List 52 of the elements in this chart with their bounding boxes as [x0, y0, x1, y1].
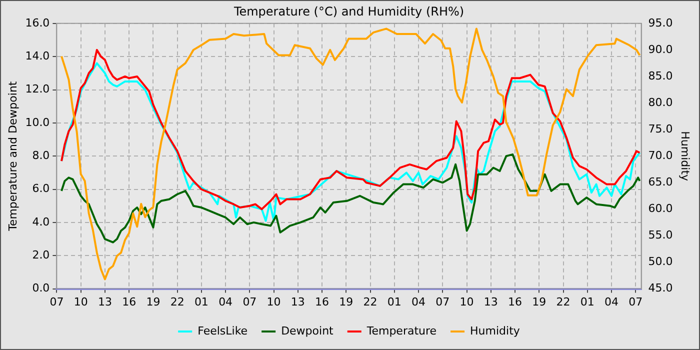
legend-label: Temperature — [366, 324, 437, 338]
x-tick-label: 13 — [290, 295, 305, 308]
x-tick-label: 13 — [98, 295, 112, 308]
y-tick-label: 16.0 — [25, 16, 50, 30]
chart-title: Temperature (°C) and Humidity (RH%) — [232, 4, 464, 18]
x-tick-label: 01 — [194, 295, 208, 308]
legend-label: Humidity — [470, 324, 520, 338]
x-tick-label: 01 — [580, 295, 594, 308]
y-tick-label: 4.0 — [32, 215, 50, 228]
x-tick-label: 16 — [508, 295, 522, 308]
x-tick-label: 04 — [412, 295, 426, 308]
y-tick-label: 2.0 — [32, 248, 50, 262]
y2-tick-label: 50.0 — [648, 255, 673, 268]
x-tick-label: 19 — [146, 295, 160, 308]
x-tick-label: 04 — [604, 295, 619, 308]
x-tick-label: 01 — [387, 295, 402, 308]
x-tick-label: 13 — [484, 295, 498, 308]
y-axis-title: Temperature and Dewpoint — [6, 80, 20, 232]
x-tick-label: 10 — [74, 295, 88, 308]
y2-tick-label: 85.0 — [648, 69, 673, 82]
x-tick-label: 07 — [50, 295, 64, 308]
y-tick-label: 0.0 — [32, 282, 50, 295]
y2-tick-label: 55.0 — [648, 228, 673, 242]
x-tick-label: 19 — [339, 295, 354, 308]
legend-label: FeelsLike — [198, 324, 248, 338]
x-tick-label: 22 — [556, 295, 570, 308]
y2-tick-label: 75.0 — [648, 122, 673, 136]
y-tick-label: 10.0 — [25, 116, 50, 129]
x-tick-label: 16 — [122, 295, 136, 308]
x-tick-label: 10 — [460, 295, 474, 308]
x-tick-label: 19 — [532, 295, 546, 308]
y-tick-label: 6.0 — [32, 182, 50, 196]
y2-tick-label: 90.0 — [648, 42, 673, 56]
y2-tick-label: 45.0 — [648, 282, 673, 295]
y2-tick-label: 60.0 — [648, 202, 673, 216]
x-tick-label: 07 — [436, 295, 450, 308]
y2-tick-label: 80.0 — [648, 96, 673, 109]
y2-tick-label: 95.0 — [648, 16, 673, 30]
x-tick-label: 22 — [170, 295, 184, 308]
x-tick-label: 16 — [315, 295, 330, 308]
y2-tick-label: 65.0 — [648, 176, 673, 188]
x-tick-label: 07 — [242, 295, 257, 308]
y-tick-label: 8.0 — [32, 148, 50, 162]
x-tick-label: 10 — [266, 295, 281, 308]
y2-axis-title: Humidity — [678, 131, 692, 182]
y2-tick-label: 70.0 — [648, 148, 673, 162]
x-tick-label: 04 — [218, 295, 233, 308]
y-tick-label: 12.0 — [25, 82, 50, 96]
x-tick-label: 07 — [628, 295, 643, 308]
y-tick-label: 14.0 — [25, 49, 50, 62]
legend-label: Dewpoint — [281, 324, 334, 338]
x-tick-label: 22 — [363, 295, 378, 308]
